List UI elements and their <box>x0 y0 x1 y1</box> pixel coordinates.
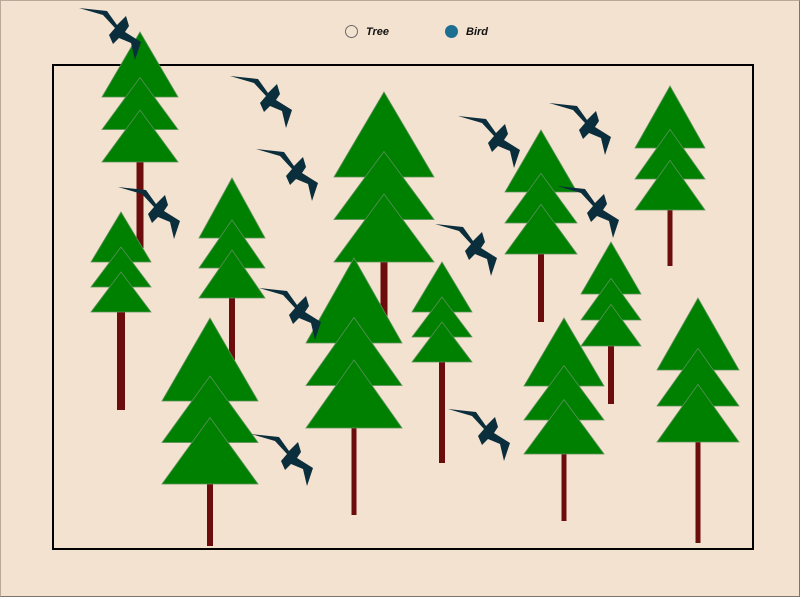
bird <box>549 103 611 155</box>
tree-radio-label: Tree <box>366 25 390 38</box>
tree <box>333 91 435 330</box>
bird <box>458 116 520 168</box>
bird <box>448 409 510 461</box>
bird <box>79 8 141 60</box>
tree-trunk <box>439 358 445 463</box>
tree <box>504 129 578 322</box>
tree <box>411 261 473 463</box>
tree-trunk <box>136 158 144 248</box>
bird <box>557 186 619 238</box>
tree-tier <box>333 193 435 263</box>
tree <box>90 211 152 410</box>
tree-tier <box>656 383 740 443</box>
tree-tier <box>161 416 259 485</box>
bird-layer <box>79 8 619 486</box>
tree <box>634 85 706 266</box>
tree-tier <box>580 303 642 347</box>
tree-tier <box>411 321 473 363</box>
tree <box>198 177 266 360</box>
canvas-border <box>52 64 754 550</box>
tree-tier <box>305 359 403 429</box>
bird <box>435 224 497 276</box>
tree <box>523 317 605 521</box>
tree <box>101 31 179 248</box>
bird <box>251 434 313 486</box>
tree-trunk <box>695 438 701 543</box>
tree-trunk <box>608 342 614 404</box>
bird-radio-button[interactable] <box>445 25 458 38</box>
tree-trunk <box>229 294 235 360</box>
tree-tier <box>634 159 706 211</box>
tree-trunk <box>380 258 388 330</box>
tree-trunk <box>117 308 125 410</box>
tree <box>580 241 642 404</box>
tree-tier <box>523 398 605 455</box>
tree-tier <box>198 249 266 299</box>
tree-trunk <box>351 424 357 515</box>
tree-tier <box>101 109 179 163</box>
tree <box>305 257 403 515</box>
tree-tier <box>504 203 578 255</box>
bird <box>256 149 318 201</box>
bird <box>230 76 292 128</box>
tree-tier <box>90 271 152 313</box>
tree-trunk <box>538 250 544 322</box>
bird-radio-option[interactable]: Bird <box>445 25 488 38</box>
tree-trunk <box>667 206 673 266</box>
tree-trunk <box>561 450 567 521</box>
bird <box>259 288 321 340</box>
tree-trunk <box>207 480 213 546</box>
bird-radio-label: Bird <box>466 25 488 38</box>
mode-radio-group: Tree Bird <box>0 25 800 43</box>
tree-layer <box>90 31 740 546</box>
bird <box>118 187 180 239</box>
tree-radio-option[interactable]: Tree <box>345 25 389 38</box>
tree-radio-button[interactable] <box>345 25 358 38</box>
tree <box>656 297 740 543</box>
tree <box>161 317 259 546</box>
